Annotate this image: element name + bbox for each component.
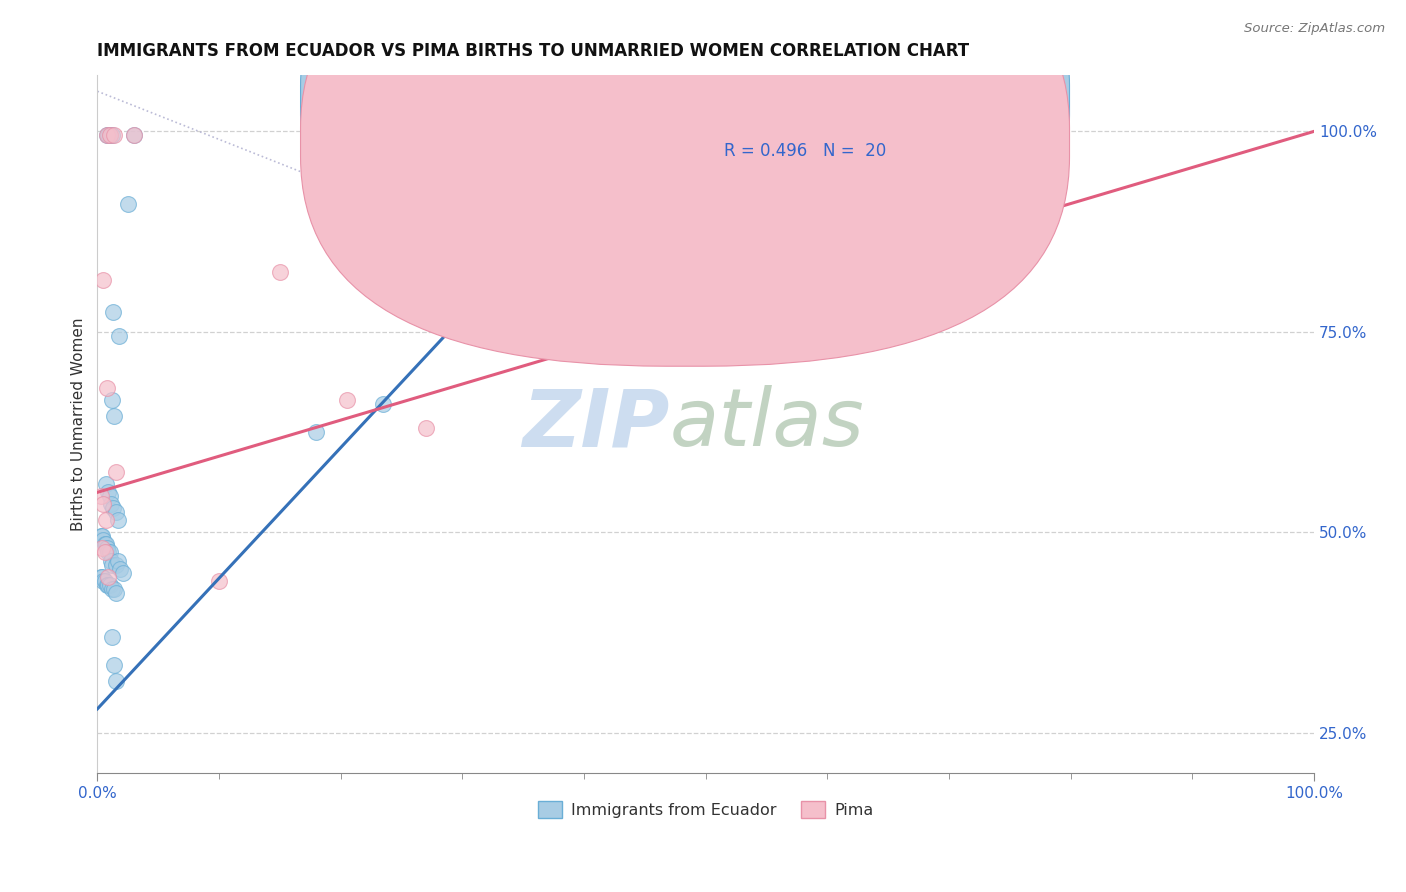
Point [91,569,114,583]
Point [98,128,121,143]
Point [93,545,115,559]
Point [90,529,112,543]
Point [104,558,127,572]
Point [101,630,124,644]
Point [93,273,115,287]
Point [103,409,125,424]
Point [93,537,115,551]
Point [415,421,437,435]
Point [208,574,231,588]
Point [94,513,117,527]
Point [101,558,124,572]
Point [97,569,120,583]
Point [103,582,125,596]
Point [93,533,115,548]
Point [104,673,127,688]
Point [96,577,118,591]
Point [110,561,132,575]
Point [305,425,328,439]
Text: Source: ZipAtlas.com: Source: ZipAtlas.com [1244,22,1385,36]
Text: IMMIGRANTS FROM ECUADOR VS PIMA BIRTHS TO UNMARRIED WOMEN CORRELATION CHART: IMMIGRANTS FROM ECUADOR VS PIMA BIRTHS T… [97,42,970,60]
Point [269,265,291,279]
Point [104,585,127,599]
Point [101,393,124,408]
Point [91,529,114,543]
Legend: Immigrants from Ecuador, Pima: Immigrants from Ecuador, Pima [531,795,880,824]
FancyBboxPatch shape [638,86,986,180]
Point [98,545,121,559]
Text: atlas: atlas [669,385,863,463]
Point [93,574,115,588]
Point [90,489,112,503]
Point [93,497,115,511]
Point [104,465,127,479]
Point [111,566,134,580]
Point [97,485,120,500]
Point [103,657,125,672]
Point [90,569,112,583]
Point [96,128,118,143]
Point [97,128,120,143]
Point [107,513,129,527]
Point [101,128,124,143]
Point [107,553,129,567]
Point [101,305,124,319]
FancyBboxPatch shape [301,0,1070,367]
Text: ZIP: ZIP [522,385,669,463]
Point [100,497,122,511]
Point [101,501,124,516]
Point [94,537,117,551]
Text: R = 0.496   N =  20: R = 0.496 N = 20 [724,142,886,160]
Point [97,577,120,591]
Point [104,505,127,519]
Y-axis label: Births to Unmarried Women: Births to Unmarried Women [72,318,86,531]
Point [117,196,139,211]
Point [373,397,395,411]
Point [122,128,145,143]
Point [93,574,115,588]
Point [96,128,118,143]
Point [91,541,114,556]
Point [100,553,122,567]
Point [103,128,125,143]
Point [108,329,131,343]
Point [336,393,359,408]
Point [96,541,118,556]
Point [122,128,145,143]
Text: R = 0.606   N =  41: R = 0.606 N = 41 [724,101,886,120]
Point [101,582,124,596]
Point [94,477,117,491]
Point [98,577,121,591]
Point [97,545,120,559]
FancyBboxPatch shape [301,0,1070,325]
Point [98,489,121,503]
Point [98,128,121,143]
Point [96,381,118,395]
